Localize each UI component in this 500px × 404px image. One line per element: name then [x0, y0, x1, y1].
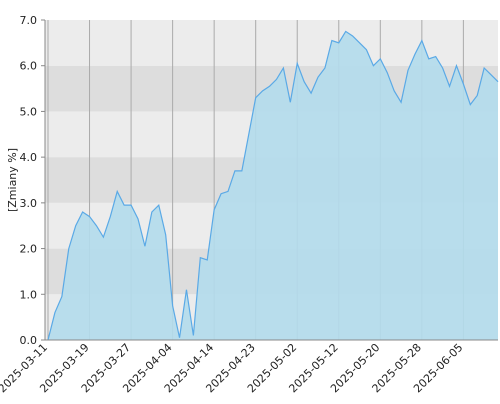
y-tick-label: 5.0: [20, 105, 38, 118]
y-tick-label: 4.0: [20, 151, 38, 164]
line: [47, 30, 499, 341]
y-tick-label: 3.0: [20, 197, 38, 210]
y-tick-label: 0.0: [20, 334, 38, 347]
y-axis-label: [Zmiany %]: [6, 148, 19, 212]
y-tick-label: 2.0: [20, 243, 38, 256]
y-tick-label: 7.0: [20, 14, 38, 27]
y-tick-label: 1.0: [20, 288, 38, 301]
y-tick-label: 6.0: [20, 60, 38, 73]
area: [48, 31, 498, 341]
